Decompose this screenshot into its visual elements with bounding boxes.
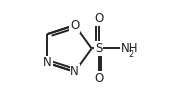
Text: N: N [70, 65, 79, 78]
Text: O: O [70, 19, 79, 32]
Text: N: N [43, 56, 52, 69]
Text: O: O [94, 72, 103, 85]
Text: NH: NH [120, 42, 138, 55]
Text: O: O [94, 12, 103, 25]
Text: S: S [95, 42, 102, 55]
Text: 2: 2 [128, 50, 133, 59]
